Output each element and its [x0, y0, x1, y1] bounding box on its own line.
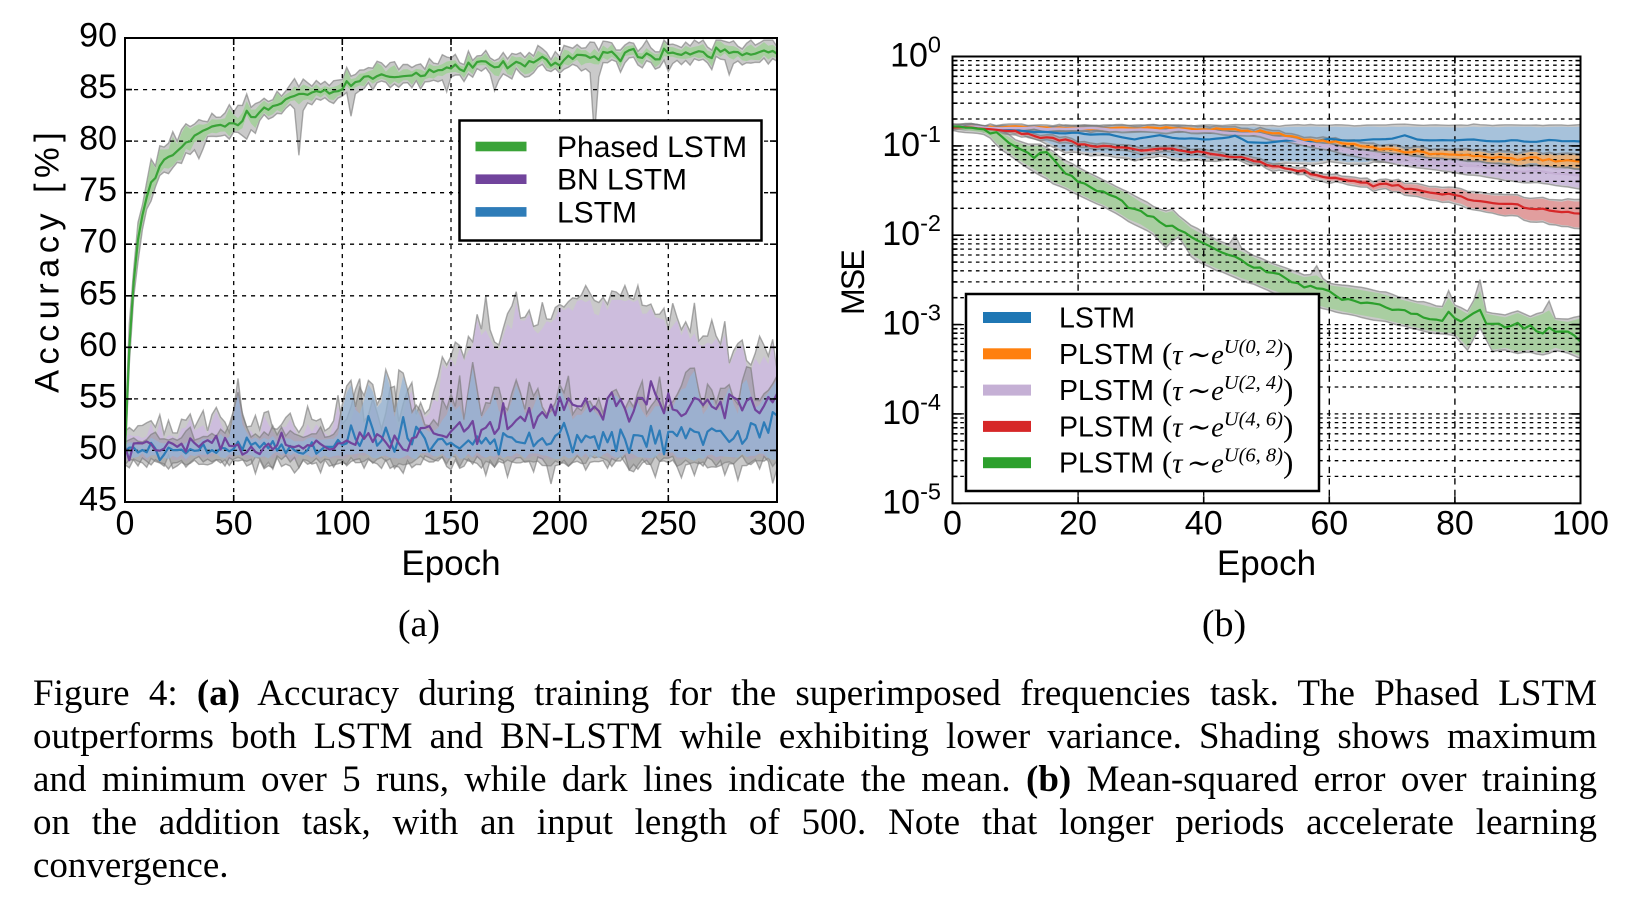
svg-text:LSTM: LSTM	[1059, 303, 1135, 335]
svg-text:Accuracy [%]: Accuracy [%]	[29, 127, 67, 393]
svg-text:(b): (b)	[1202, 603, 1246, 645]
svg-text:85: 85	[79, 68, 117, 106]
svg-text:70: 70	[79, 223, 117, 261]
svg-text:90: 90	[79, 17, 117, 55]
svg-text:45: 45	[79, 481, 117, 519]
svg-text:20: 20	[1059, 505, 1097, 543]
svg-text:60: 60	[1310, 505, 1348, 543]
svg-text:150: 150	[423, 505, 480, 543]
svg-text:75: 75	[79, 171, 117, 209]
svg-text:80: 80	[79, 120, 117, 158]
svg-text:10-2: 10-2	[882, 210, 941, 253]
svg-text:200: 200	[531, 505, 588, 543]
svg-text:0: 0	[116, 505, 135, 543]
svg-text:Epoch: Epoch	[1217, 544, 1316, 583]
svg-text:60: 60	[79, 326, 117, 364]
svg-text:50: 50	[79, 429, 117, 467]
svg-text:(a): (a)	[398, 603, 440, 645]
svg-text:0: 0	[943, 505, 962, 543]
svg-text:BN LSTM: BN LSTM	[557, 164, 687, 197]
svg-text:55: 55	[79, 377, 117, 415]
svg-text:100: 100	[314, 505, 371, 543]
svg-text:40: 40	[1185, 505, 1223, 543]
svg-text:300: 300	[749, 505, 806, 543]
svg-text:100: 100	[1552, 505, 1609, 543]
svg-text:65: 65	[79, 274, 117, 312]
svg-text:LSTM: LSTM	[557, 196, 637, 229]
svg-text:80: 80	[1436, 505, 1474, 543]
svg-text:50: 50	[215, 505, 253, 543]
svg-text:Epoch: Epoch	[401, 544, 500, 583]
svg-text:MSE: MSE	[835, 251, 871, 315]
svg-text:250: 250	[640, 505, 697, 543]
svg-text:Phased LSTM: Phased LSTM	[557, 131, 747, 164]
